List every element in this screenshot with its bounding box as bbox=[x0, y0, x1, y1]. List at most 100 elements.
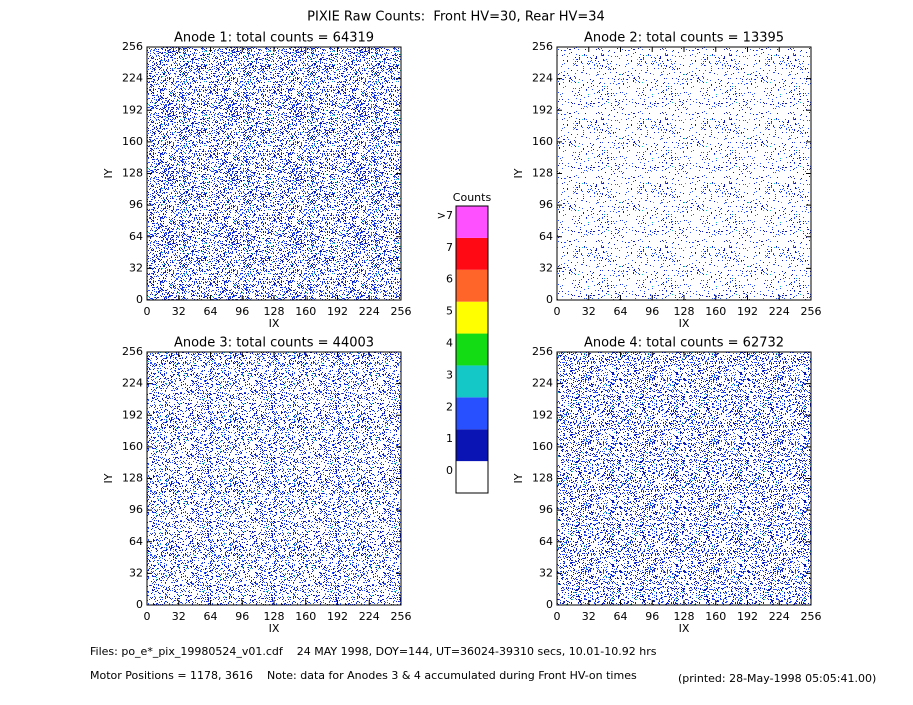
x-tick-label: 224 bbox=[359, 305, 380, 318]
x-tick-label: 64 bbox=[614, 610, 628, 623]
y-tick-label: 32 bbox=[539, 566, 553, 579]
colorbar-cell bbox=[456, 237, 488, 270]
y-tick-label: 192 bbox=[122, 103, 143, 116]
y-tick-label: 256 bbox=[532, 40, 553, 53]
colorbar-label: 2 bbox=[446, 400, 453, 413]
y-tick-label: 256 bbox=[532, 345, 553, 358]
footer-motor: Motor Positions = 1178, 3616 Note: data … bbox=[90, 669, 637, 682]
y-tick-label: 0 bbox=[136, 598, 143, 611]
y-tick-label: 160 bbox=[122, 135, 143, 148]
y-tick-label: 160 bbox=[532, 440, 553, 453]
y-tick-label: 0 bbox=[136, 293, 143, 306]
y-tick-label: 32 bbox=[539, 261, 553, 274]
x-axis-label: IX bbox=[679, 317, 690, 330]
x-tick-label: 160 bbox=[295, 610, 316, 623]
panel-title: Anode 1: total counts = 64319 bbox=[174, 31, 374, 46]
x-tick-label: 256 bbox=[391, 305, 412, 318]
y-tick-label: 256 bbox=[122, 40, 143, 53]
colorbar-cell bbox=[456, 397, 488, 430]
x-tick-label: 256 bbox=[391, 610, 412, 623]
y-tick-label: 192 bbox=[532, 103, 553, 116]
y-tick-label: 256 bbox=[122, 345, 143, 358]
page-title: PIXIE Raw Counts: Front HV=30, Rear HV=3… bbox=[307, 10, 605, 25]
footer-files: Files: po_e*_pix_19980524_v01.cdf 24 MAY… bbox=[90, 645, 657, 658]
colorbar-label: 3 bbox=[446, 368, 453, 381]
x-tick-label: 0 bbox=[554, 305, 561, 318]
y-tick-label: 64 bbox=[539, 230, 553, 243]
x-tick-label: 0 bbox=[144, 305, 151, 318]
y-tick-label: 192 bbox=[122, 408, 143, 421]
heatmap-image bbox=[557, 352, 811, 605]
y-tick-label: 96 bbox=[539, 198, 553, 211]
x-tick-label: 160 bbox=[705, 305, 726, 318]
panel-title: Anode 3: total counts = 44003 bbox=[174, 336, 374, 351]
x-tick-label: 128 bbox=[264, 305, 285, 318]
x-tick-label: 96 bbox=[645, 305, 659, 318]
y-tick-label: 224 bbox=[122, 377, 143, 390]
y-tick-label: 224 bbox=[532, 72, 553, 85]
x-tick-label: 192 bbox=[327, 610, 348, 623]
x-tick-label: 64 bbox=[204, 610, 218, 623]
y-tick-label: 160 bbox=[532, 135, 553, 148]
colorbar-cell bbox=[456, 333, 488, 366]
x-tick-label: 224 bbox=[359, 610, 380, 623]
colorbar-cell bbox=[456, 301, 488, 334]
y-axis-label: IY bbox=[102, 473, 115, 483]
y-axis-label: IY bbox=[102, 168, 115, 178]
colorbar-label: >7 bbox=[437, 209, 453, 222]
colorbar-label: 7 bbox=[446, 241, 453, 254]
x-axis-label: IX bbox=[269, 317, 280, 330]
colorbar-label: 4 bbox=[446, 337, 453, 350]
x-tick-label: 160 bbox=[705, 610, 726, 623]
colorbar-label: 0 bbox=[446, 464, 453, 477]
colorbar-cell bbox=[456, 365, 488, 398]
x-tick-label: 32 bbox=[582, 610, 596, 623]
colorbar-cell bbox=[456, 429, 488, 462]
footer-printed: (printed: 28-May-1998 05:05:41.00) bbox=[678, 672, 876, 685]
x-tick-label: 128 bbox=[674, 610, 695, 623]
colorbar-cell bbox=[456, 461, 488, 493]
panel-title: Anode 2: total counts = 13395 bbox=[584, 31, 784, 46]
x-tick-label: 96 bbox=[235, 610, 249, 623]
x-tick-label: 128 bbox=[264, 610, 285, 623]
x-tick-label: 256 bbox=[801, 610, 822, 623]
x-axis-label: IX bbox=[269, 622, 280, 635]
panel-title: Anode 4: total counts = 62732 bbox=[584, 336, 784, 351]
y-tick-label: 32 bbox=[129, 261, 143, 274]
y-tick-label: 96 bbox=[129, 198, 143, 211]
x-tick-label: 96 bbox=[645, 610, 659, 623]
y-axis-label: IY bbox=[512, 168, 525, 178]
x-tick-label: 32 bbox=[582, 305, 596, 318]
x-tick-label: 192 bbox=[737, 305, 758, 318]
y-tick-label: 192 bbox=[532, 408, 553, 421]
colorbar-label: 1 bbox=[446, 432, 453, 445]
y-tick-label: 96 bbox=[129, 503, 143, 516]
x-tick-label: 256 bbox=[801, 305, 822, 318]
x-tick-label: 128 bbox=[674, 305, 695, 318]
x-tick-label: 32 bbox=[172, 305, 186, 318]
colorbar-cell bbox=[456, 206, 488, 238]
x-tick-label: 0 bbox=[554, 610, 561, 623]
y-tick-label: 64 bbox=[129, 230, 143, 243]
x-axis-label: IX bbox=[679, 622, 690, 635]
x-tick-label: 64 bbox=[614, 305, 628, 318]
y-tick-label: 128 bbox=[532, 472, 553, 485]
y-tick-label: 64 bbox=[539, 535, 553, 548]
x-tick-label: 160 bbox=[295, 305, 316, 318]
colorbar-title: Counts bbox=[453, 191, 492, 204]
x-tick-label: 64 bbox=[204, 305, 218, 318]
y-tick-label: 0 bbox=[546, 598, 553, 611]
y-tick-label: 32 bbox=[129, 566, 143, 579]
x-tick-label: 192 bbox=[737, 610, 758, 623]
y-tick-label: 64 bbox=[129, 535, 143, 548]
heatmap-image bbox=[147, 47, 401, 300]
x-tick-label: 32 bbox=[172, 610, 186, 623]
colorbar-label: 5 bbox=[446, 305, 453, 318]
y-axis-label: IY bbox=[512, 473, 525, 483]
y-tick-label: 128 bbox=[122, 472, 143, 485]
y-tick-label: 160 bbox=[122, 440, 143, 453]
colorbar-cell bbox=[456, 269, 488, 302]
x-tick-label: 224 bbox=[769, 610, 790, 623]
y-tick-label: 128 bbox=[122, 167, 143, 180]
